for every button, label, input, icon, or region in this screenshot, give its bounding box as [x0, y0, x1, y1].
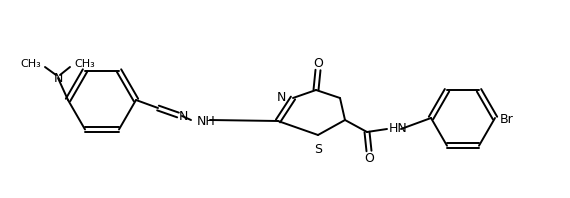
Text: CH₃: CH₃: [74, 59, 95, 69]
Text: Br: Br: [500, 112, 514, 126]
Text: S: S: [314, 143, 322, 156]
Text: O: O: [364, 151, 374, 165]
Text: O: O: [313, 56, 323, 69]
Text: N: N: [179, 109, 188, 123]
Text: HN: HN: [389, 123, 408, 135]
Text: CH₃: CH₃: [21, 59, 41, 69]
Text: N: N: [276, 90, 286, 104]
Text: NH: NH: [197, 114, 216, 128]
Text: N: N: [54, 71, 63, 85]
